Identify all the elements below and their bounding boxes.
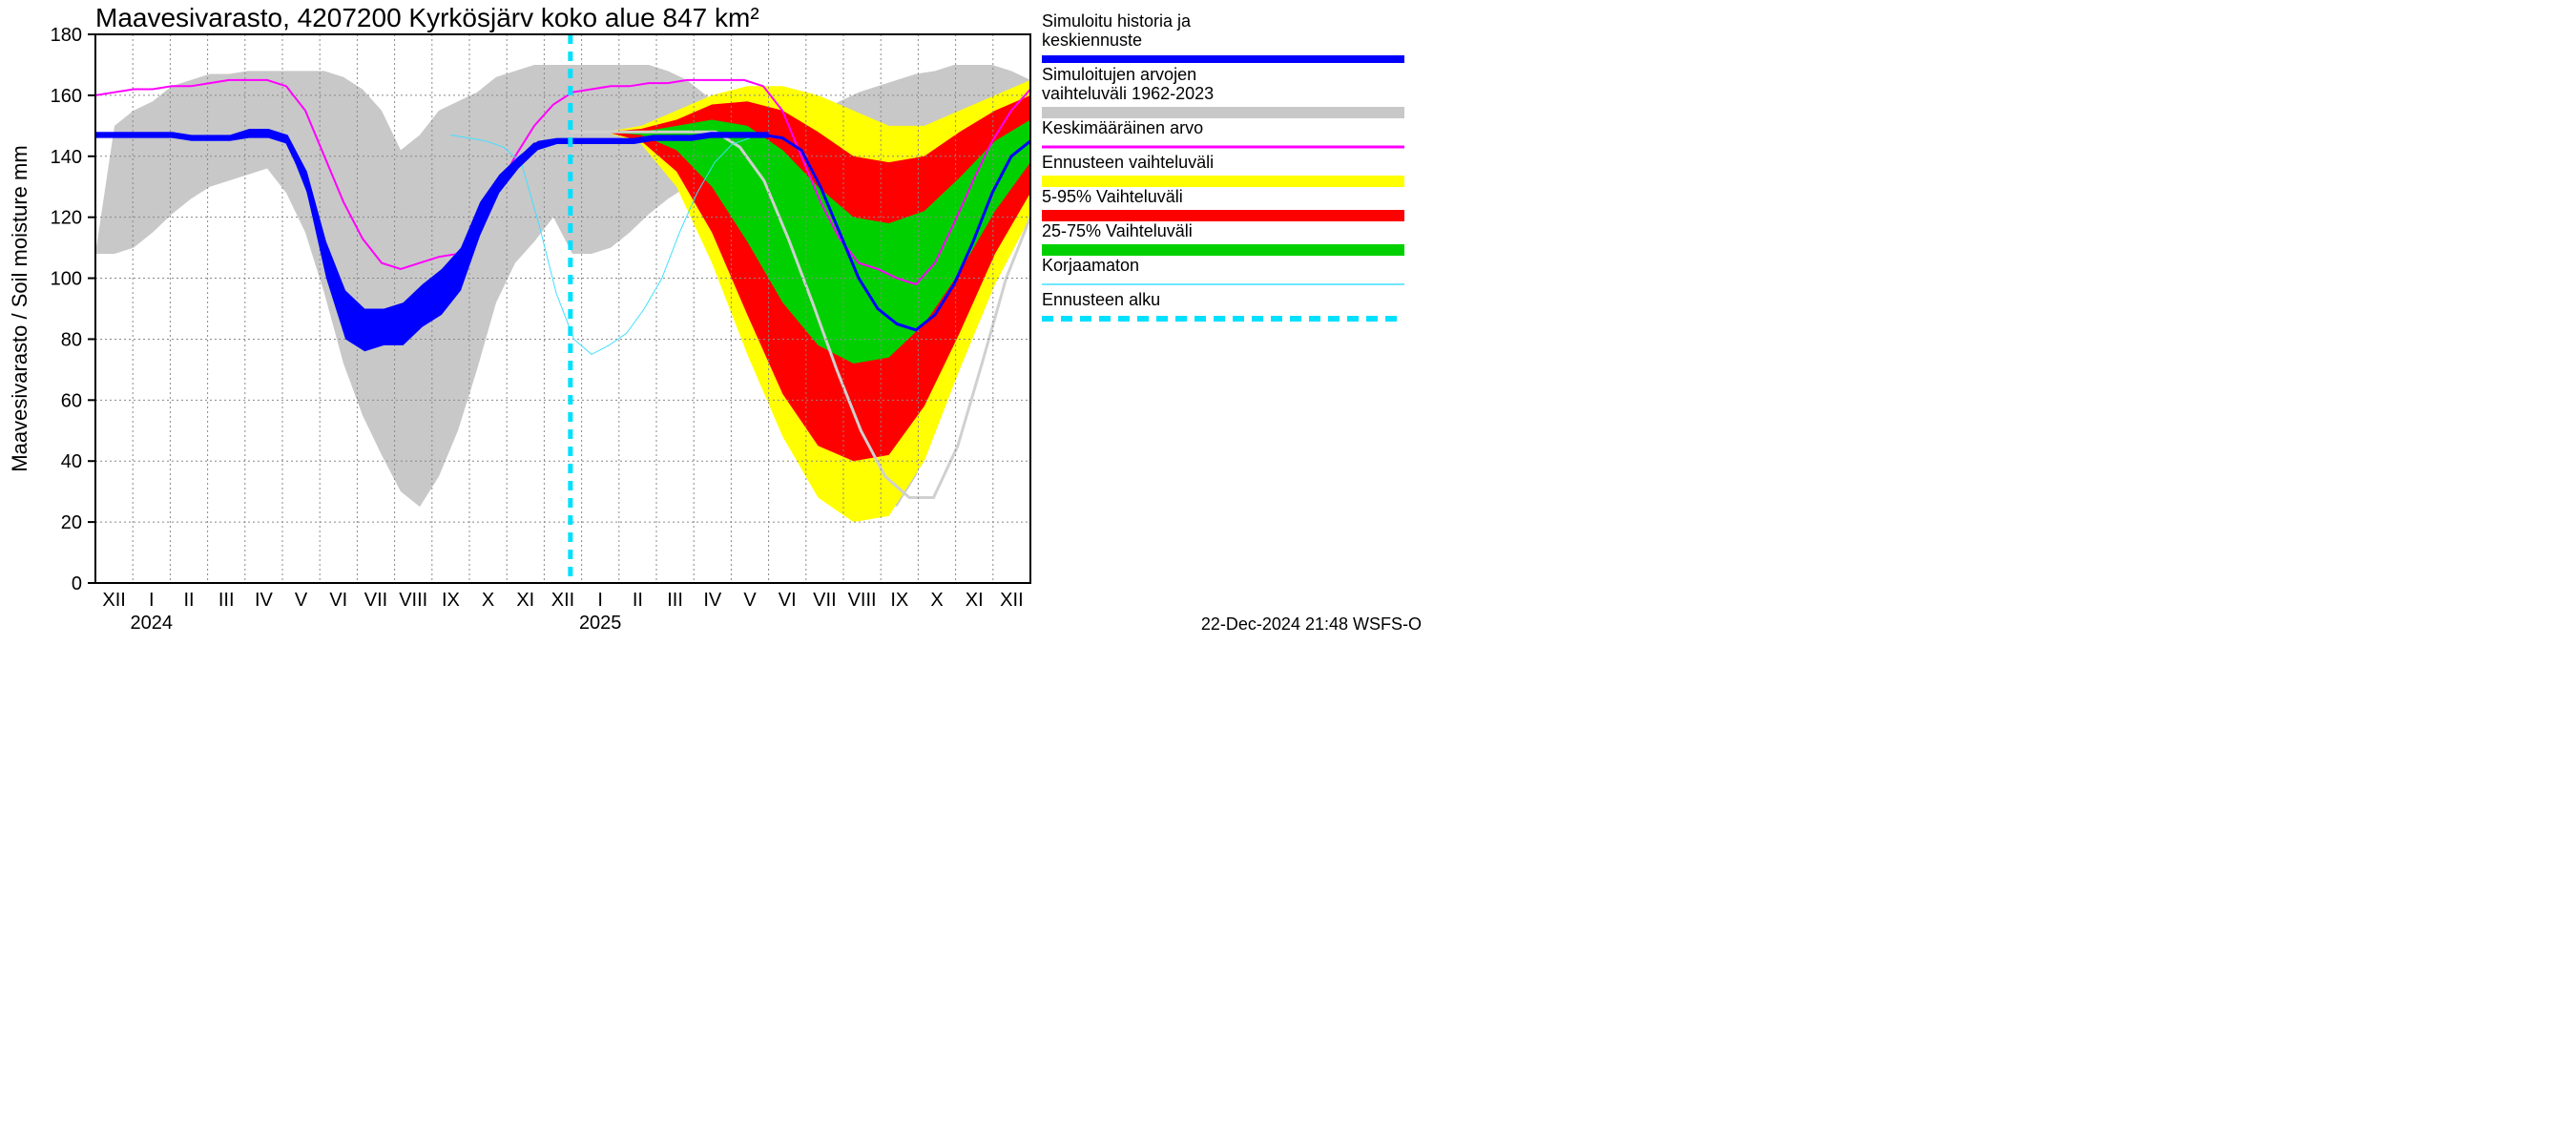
- y-tick-label: 60: [61, 390, 82, 411]
- legend-label: 25-75% Vaihteluväli: [1042, 221, 1193, 240]
- x-year-label: 2024: [131, 613, 174, 634]
- x-tick-label: VII: [364, 590, 387, 611]
- x-tick-label: II: [183, 590, 194, 611]
- x-tick-label: X: [482, 590, 494, 611]
- legend-label: Ennusteen vaihteluväli: [1042, 153, 1214, 172]
- x-tick-label: IV: [703, 590, 722, 611]
- y-tick-label: 120: [51, 208, 82, 229]
- y-tick-label: 100: [51, 269, 82, 290]
- x-tick-label: III: [218, 590, 235, 611]
- x-tick-label: IX: [442, 590, 460, 611]
- y-tick-label: 160: [51, 86, 82, 107]
- legend-label: vaihteluväli 1962-2023: [1042, 84, 1214, 103]
- legend-label: 5-95% Vaihteluväli: [1042, 187, 1183, 206]
- y-tick-label: 40: [61, 451, 82, 472]
- footer-timestamp: 22-Dec-2024 21:48 WSFS-O: [1201, 614, 1422, 634]
- x-tick-label: X: [930, 590, 943, 611]
- x-tick-label: IX: [890, 590, 908, 611]
- legend-label: keskiennuste: [1042, 31, 1142, 50]
- legend-swatch: [1042, 210, 1404, 221]
- legend-label: Simuloitu historia ja: [1042, 11, 1192, 31]
- x-tick-label: XI: [966, 590, 984, 611]
- x-tick-label: I: [149, 590, 155, 611]
- x-tick-label: VIII: [399, 590, 427, 611]
- y-tick-label: 20: [61, 512, 82, 533]
- legend-swatch: [1042, 244, 1404, 256]
- x-tick-label: VI: [779, 590, 797, 611]
- soil-moisture-chart: 020406080100120140160180XIIIIIIIIIVVVIVI…: [0, 0, 1431, 636]
- legend-label: Ennusteen alku: [1042, 290, 1160, 309]
- y-tick-label: 80: [61, 329, 82, 350]
- chart-svg: 020406080100120140160180XIIIIIIIIIVVVIVI…: [0, 0, 1431, 636]
- x-tick-label: VIII: [848, 590, 877, 611]
- x-tick-label: XII: [102, 590, 125, 611]
- y-axis-label: Maavesivarasto / Soil moisture mm: [8, 145, 31, 471]
- x-tick-label: XI: [516, 590, 534, 611]
- x-tick-label: I: [597, 590, 603, 611]
- x-tick-label: IV: [255, 590, 274, 611]
- y-tick-label: 180: [51, 25, 82, 46]
- x-tick-label: V: [295, 590, 308, 611]
- legend-label: Keskimääräinen arvo: [1042, 118, 1203, 137]
- x-tick-label: XII: [551, 590, 574, 611]
- legend-swatch: [1042, 107, 1404, 118]
- x-year-label: 2025: [579, 613, 622, 634]
- x-tick-label: VII: [813, 590, 836, 611]
- x-tick-label: III: [667, 590, 683, 611]
- legend-label: Simuloitujen arvojen: [1042, 65, 1196, 84]
- legend-label: Korjaamaton: [1042, 256, 1139, 275]
- x-tick-label: II: [633, 590, 643, 611]
- y-tick-label: 0: [72, 573, 82, 594]
- chart-title: Maavesivarasto, 4207200 Kyrkösjärv koko …: [95, 3, 759, 32]
- x-tick-label: XII: [1000, 590, 1023, 611]
- legend-swatch: [1042, 176, 1404, 187]
- x-tick-label: V: [743, 590, 757, 611]
- y-tick-label: 140: [51, 147, 82, 168]
- x-tick-label: VI: [329, 590, 347, 611]
